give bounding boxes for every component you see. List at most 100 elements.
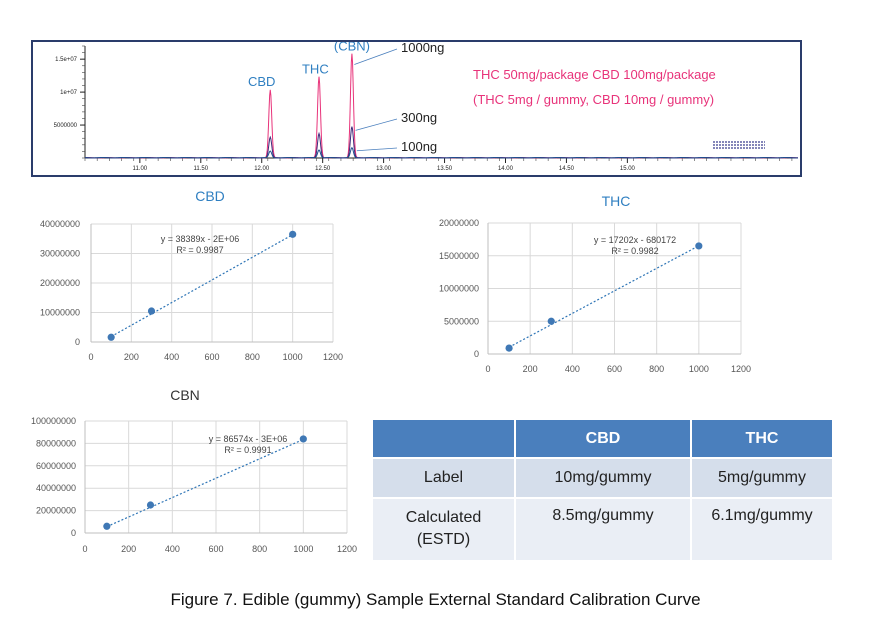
x-tick-label: 400 (565, 364, 580, 374)
r-squared: R² = 0.9982 (611, 246, 658, 256)
y-tick-label: 1.5e+07 (55, 57, 78, 63)
trend-equation: y = 17202x - 680172 (594, 235, 676, 245)
trend-equation: y = 38389x - 2E+06 (161, 234, 240, 244)
x-tick-label: 600 (204, 352, 219, 362)
r-squared: R² = 0.9987 (176, 245, 223, 255)
data-point (103, 522, 111, 530)
x-tick-label: 400 (164, 352, 179, 362)
dose-annotation: THC 50mg/package CBD 100mg/package (473, 67, 716, 82)
y-tick-label: 20000000 (40, 278, 80, 288)
x-tick-label: 0 (82, 544, 87, 554)
x-tick-label: 200 (121, 544, 136, 554)
y-tick-label: 20000000 (439, 218, 479, 228)
chromatogram-trace-100ng (84, 146, 799, 159)
y-tick-label: 10000000 (439, 284, 479, 294)
series-label: 300ng (401, 110, 437, 125)
data-point (547, 317, 555, 325)
y-tick-label: 40000000 (36, 483, 76, 493)
r-squared: R² = 0.9991 (224, 445, 271, 455)
table-header-cell: THC (691, 420, 832, 458)
x-tick-label: 13.00 (376, 166, 392, 172)
cbd-calibration-chart: 0 200 400 600 800 1000 1200 0 10000000 20000000 30… (40, 219, 343, 362)
data-point (289, 230, 297, 238)
table-row: Calculated (ESTD) 8.5mg/gummy 6.1mg/gumm… (373, 497, 832, 560)
y-tick-label: 60000000 (36, 461, 76, 471)
table-cell: Label (373, 457, 516, 498)
x-tick-label: 1000 (293, 544, 313, 554)
chromatogram-trace-300ng (84, 126, 798, 159)
cbd-chart-title: CBD (195, 188, 225, 204)
x-tick-label: 1000 (283, 352, 303, 362)
table-cell: 10mg/gummy (515, 457, 692, 498)
y-tick-label: 10000000 (40, 308, 80, 318)
thc-chart-title: THC (601, 193, 631, 209)
trendline (508, 245, 700, 348)
y-tick-label: 0 (474, 349, 479, 359)
data-point (146, 501, 155, 509)
x-tick-label: 1200 (323, 352, 343, 362)
x-tick-label: 12.50 (315, 166, 331, 172)
y-tick-label: 1e+07 (60, 90, 78, 96)
table-header-cell (373, 420, 516, 458)
data-point (299, 435, 307, 443)
x-tick-label: 600 (607, 364, 622, 374)
y-tick-label: 40000000 (40, 219, 80, 229)
series-leader-line (356, 147, 398, 152)
y-tick-label: 20000000 (36, 506, 76, 516)
x-tick-label: 1200 (337, 544, 357, 554)
x-tick-label: 13.50 (437, 166, 453, 172)
x-tick-label: 800 (252, 544, 267, 554)
table-cell: 8.5mg/gummy (515, 497, 692, 560)
data-point (107, 333, 115, 341)
x-tick-label: 14.00 (498, 166, 514, 172)
x-tick-label: 800 (245, 352, 260, 362)
series-leader-line (355, 118, 398, 131)
series-leader-line (354, 48, 398, 65)
figure-caption: Figure 7. Edible (gummy) Sample External… (170, 590, 701, 609)
x-tick-label: 15.00 (620, 166, 636, 172)
data-point (505, 344, 513, 352)
y-tick-label: 30000000 (40, 249, 80, 259)
data-point (695, 242, 703, 250)
trendline (110, 234, 293, 338)
series-label: 1000ng (401, 42, 444, 55)
peak-label: CBD (248, 74, 275, 89)
table-cell: Calculated (ESTD) (373, 497, 516, 560)
y-tick-label: 5000000 (54, 123, 78, 129)
x-tick-label: 400 (165, 544, 180, 554)
x-tick-label: 0 (485, 364, 490, 374)
y-tick-label: 100000000 (31, 416, 76, 426)
results-table: CBD THC Label 10mg/gummy 5mg/gummy Calcu… (373, 420, 832, 560)
x-tick-label: 1200 (731, 364, 751, 374)
peak-label: THC (302, 62, 329, 77)
x-tick-label: 200 (523, 364, 538, 374)
chromatogram-panel: 11.00 11.50 12.00 12.50 13.00 13.50 14.00 14.50… (31, 39, 802, 177)
trend-equation: y = 86574x - 3E+06 (209, 434, 288, 444)
trendline (106, 438, 304, 528)
x-tick-label: 11.50 (193, 166, 208, 172)
table-cell: 6.1mg/gummy (691, 497, 832, 560)
y-tick-label: 5000000 (444, 316, 479, 326)
x-tick-label: 12.00 (254, 166, 270, 172)
table-row: Label 10mg/gummy 5mg/gummy (373, 457, 832, 498)
cbn-calibration-chart: 0 200 400 600 800 1000 1200 0 20000000 40000000 60… (31, 416, 357, 554)
x-tick-label: 200 (124, 352, 139, 362)
y-tick-label: 0 (75, 337, 80, 347)
x-tick-label: 800 (649, 364, 664, 374)
thc-calibration-chart: 0 200 400 600 800 1000 1200 0 5000000 10000000 150… (439, 218, 751, 374)
x-tick-label: 14.50 (559, 166, 575, 172)
y-tick-label: 0 (71, 528, 76, 538)
x-tick-label: 0 (88, 352, 93, 362)
table-header-row: CBD THC (373, 420, 832, 458)
dose-annotation: (THC 5mg / gummy, CBD 10mg / gummy) (473, 92, 714, 107)
table-cell: 5mg/gummy (691, 457, 832, 498)
x-tick-label: 600 (208, 544, 223, 554)
x-tick-label: 11.00 (133, 166, 148, 172)
y-tick-label: 80000000 (36, 438, 76, 448)
x-tick-label: 1000 (689, 364, 709, 374)
chromatogram-plot: 11.00 11.50 12.00 12.50 13.00 13.50 14.00 14.50… (54, 39, 799, 172)
table-header-cell: CBD (515, 420, 692, 458)
y-tick-label: 15000000 (439, 251, 479, 261)
peak-label: (CBN) (334, 42, 370, 54)
data-point (147, 307, 156, 315)
